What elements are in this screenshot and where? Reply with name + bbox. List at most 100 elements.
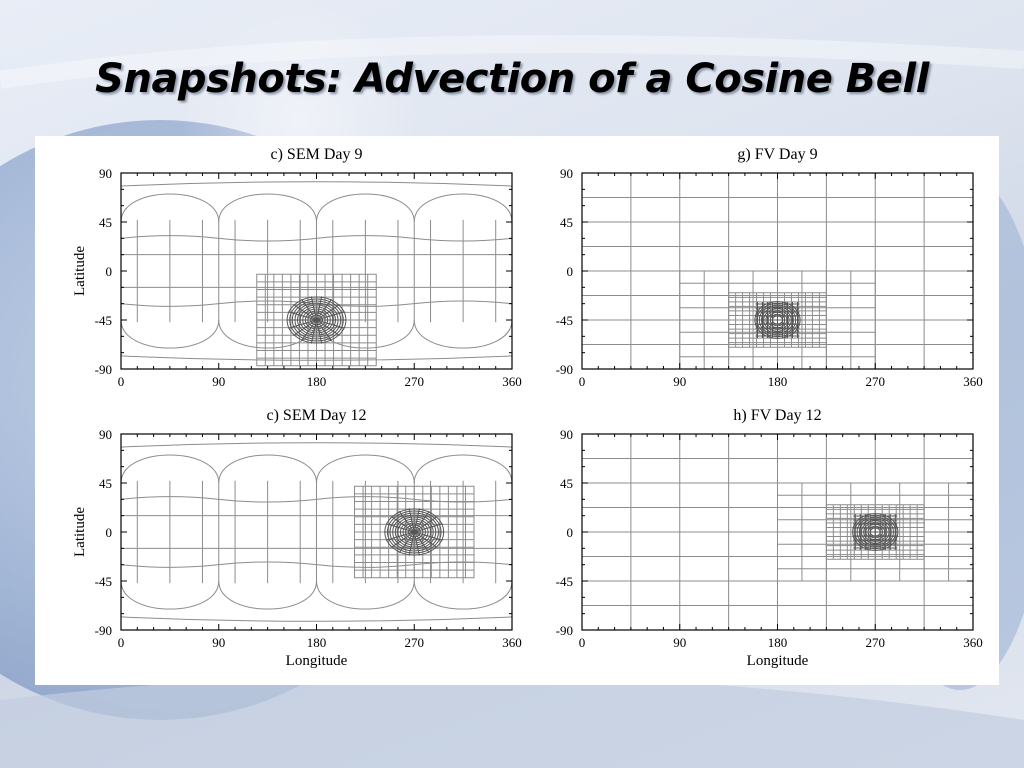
mesh-grid <box>582 173 973 369</box>
x-tick-label: 90 <box>673 374 686 389</box>
polar-ring <box>121 442 512 448</box>
y-tick-label: 0 <box>106 525 113 540</box>
core-spoke <box>316 296 323 321</box>
tick-marks <box>120 172 513 370</box>
tick-marks <box>120 433 513 631</box>
y-tick-label: 45 <box>560 476 573 491</box>
x-tick-label: 0 <box>579 635 586 650</box>
y-tick-label: -45 <box>95 574 112 589</box>
cube-face-boundary <box>413 193 512 349</box>
x-tick-label: 270 <box>405 635 425 650</box>
y-tick-label: 90 <box>560 166 573 181</box>
x-tick-label: 360 <box>963 374 983 389</box>
core-spoke <box>316 319 332 342</box>
cube-face-boundary <box>218 454 317 610</box>
x-tick-label: 0 <box>579 374 586 389</box>
core-spoke <box>390 531 415 548</box>
core-spoke <box>413 531 420 556</box>
x-tick-label: 360 <box>963 635 983 650</box>
figure-canvas: c) SEM Day 9 0 90 180 270 360 90 45 0 -45 -90 Latit… <box>72 146 983 669</box>
core-spoke <box>316 319 345 329</box>
core-spoke <box>408 531 415 556</box>
x-tick-label: 270 <box>866 635 886 650</box>
x-tick-label: 90 <box>212 374 225 389</box>
panel-title: c) SEM Day 9 <box>271 146 363 163</box>
core-spoke <box>316 298 332 321</box>
core-spoke <box>413 531 430 554</box>
core-spoke <box>316 319 323 344</box>
y-tick-label: 0 <box>106 264 113 279</box>
y-tick-label: -90 <box>556 362 573 377</box>
refinement-block <box>679 270 876 369</box>
y-tick-label: -90 <box>556 623 573 638</box>
refinement-block <box>777 482 973 582</box>
panel-title: c) SEM Day 12 <box>267 407 367 424</box>
y-tick-label: -45 <box>95 313 112 328</box>
core-spoke <box>408 508 415 533</box>
x-tick-label: 180 <box>768 635 788 650</box>
x-axis-title: Longitude <box>286 653 348 669</box>
core-spoke <box>414 523 443 533</box>
panel-sem-day-12: c) SEM Day 12 0 90 180 270 360 90 45 0 -45 -90 Lati… <box>72 407 522 669</box>
cube-face-boundary <box>316 454 415 610</box>
cube-face-boundary <box>121 454 220 610</box>
x-tick-label: 360 <box>502 635 522 650</box>
y-axis-title: Latitude <box>72 246 88 296</box>
core-spoke <box>301 298 317 321</box>
core-spoke <box>385 523 415 533</box>
panel-fv-day-9: g) FV Day 9 0 90 180 270 360 90 45 0 -45 -90 <box>556 146 983 389</box>
panel-fv-day-12: h) FV Day 12 0 90 180 270 360 90 45 0 -45 -90 Longi… <box>556 407 983 669</box>
y-tick-label: 90 <box>99 427 112 442</box>
advection-snapshots-figure: c) SEM Day 9 0 90 180 270 360 90 45 0 -45 -90 Latit… <box>35 136 999 685</box>
mesh-grid <box>121 181 512 367</box>
core-ring <box>852 513 899 551</box>
y-tick-label: -45 <box>556 574 573 589</box>
core-spoke <box>288 319 317 329</box>
mesh-grid <box>582 434 973 630</box>
cube-face-boundary <box>121 193 220 349</box>
core-spoke <box>316 311 345 321</box>
core-spoke <box>390 516 415 533</box>
core-spoke <box>293 304 317 321</box>
y-tick-label: 90 <box>99 166 112 181</box>
y-tick-label: 90 <box>560 427 573 442</box>
polar-ring <box>121 616 512 622</box>
core-spoke <box>414 531 443 541</box>
core-spoke <box>385 531 415 541</box>
x-tick-label: 360 <box>502 374 522 389</box>
slide-title: Snapshots: Advection of a Cosine Bell <box>95 56 929 102</box>
y-tick-label: 0 <box>567 525 574 540</box>
x-tick-label: 180 <box>307 635 327 650</box>
tick-marks <box>581 172 974 370</box>
core-spoke <box>398 510 415 533</box>
y-axis-title: Latitude <box>72 507 88 557</box>
core-spoke <box>398 531 415 554</box>
y-tick-label: 0 <box>567 264 574 279</box>
panel-title: g) FV Day 9 <box>737 146 817 163</box>
x-tick-label: 0 <box>118 374 125 389</box>
x-tick-label: 90 <box>673 635 686 650</box>
x-tick-label: 90 <box>212 635 225 650</box>
core-ring <box>754 301 801 339</box>
x-tick-label: 180 <box>768 374 788 389</box>
cube-face-boundary <box>413 454 512 610</box>
core-spoke <box>301 319 317 342</box>
y-tick-label: 45 <box>560 215 573 230</box>
panel-sem-day-9: c) SEM Day 9 0 90 180 270 360 90 45 0 -45 -90 Latit… <box>72 146 522 389</box>
cube-face-boundary <box>218 193 317 349</box>
core-spoke <box>413 516 438 533</box>
core-spoke <box>288 311 317 321</box>
y-tick-label: -90 <box>95 362 112 377</box>
polar-ring <box>121 181 512 187</box>
core-spoke <box>413 531 438 548</box>
core-spoke <box>413 508 420 533</box>
core-spoke <box>293 319 317 336</box>
y-tick-label: 45 <box>99 476 112 491</box>
y-tick-label: 45 <box>99 215 112 230</box>
dense-core <box>286 296 347 344</box>
x-tick-label: 270 <box>866 374 886 389</box>
x-tick-label: 180 <box>307 374 327 389</box>
mesh-grid <box>121 442 512 622</box>
dense-core <box>852 513 899 551</box>
dense-core <box>384 508 445 556</box>
